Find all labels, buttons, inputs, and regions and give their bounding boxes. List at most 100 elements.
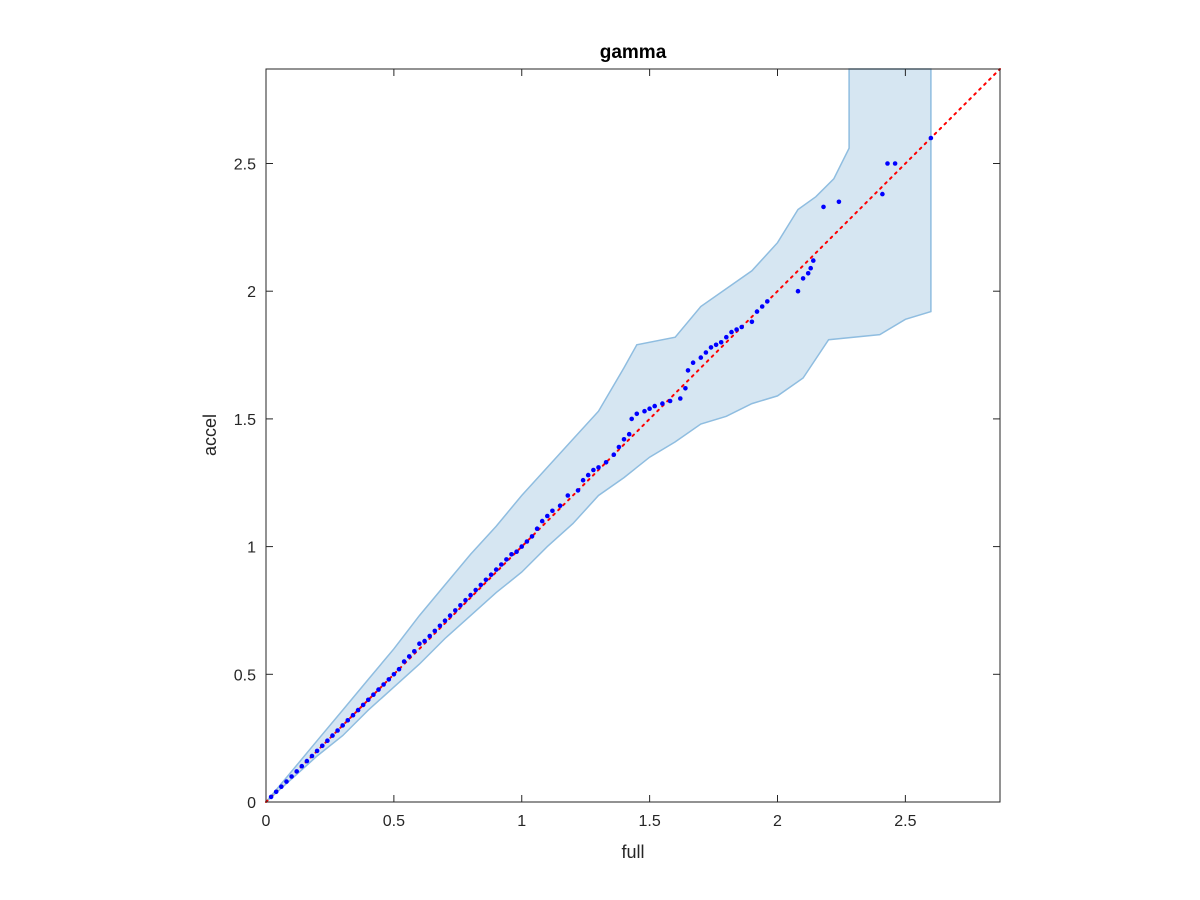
data-point (493, 567, 499, 572)
data-point (795, 288, 801, 294)
data-point (417, 641, 422, 646)
data-point (892, 161, 898, 166)
data-point (698, 355, 704, 360)
data-point (759, 304, 765, 309)
data-point (355, 707, 361, 713)
x-tick-label: 2 (773, 813, 782, 830)
data-point (340, 723, 346, 728)
data-point (534, 526, 540, 531)
data-point (524, 539, 530, 544)
data-point (463, 597, 468, 603)
data-point (765, 299, 770, 304)
data-point (268, 794, 274, 800)
data-point (545, 513, 550, 519)
y-tick-label: 0.5 (234, 667, 256, 684)
data-point (713, 342, 719, 348)
data-point (335, 728, 340, 733)
data-point (634, 411, 640, 417)
data-point (468, 592, 473, 598)
data-point (345, 718, 351, 723)
data-point (529, 534, 535, 539)
x-axis-label: full (621, 842, 644, 862)
y-tick-label: 2.5 (234, 156, 256, 173)
data-point (309, 753, 315, 759)
data-point (458, 603, 463, 608)
x-tick-label: 2.5 (894, 813, 916, 830)
data-point (499, 562, 504, 567)
data-point (483, 577, 489, 583)
y-tick-label: 2 (247, 284, 256, 301)
data-point (381, 682, 386, 687)
data-point (734, 327, 739, 332)
data-point (406, 654, 412, 659)
data-point (591, 467, 596, 473)
data-point (642, 408, 647, 414)
data-point (811, 258, 816, 263)
data-point (453, 608, 458, 613)
data-point (836, 199, 842, 205)
data-point (603, 460, 609, 465)
data-point (314, 748, 320, 754)
data-point (299, 763, 305, 769)
data-point (396, 666, 402, 672)
x-tick-label: 0.5 (383, 813, 405, 830)
y-axis-label: accel (200, 414, 220, 456)
data-point (330, 733, 335, 738)
data-point (575, 488, 581, 493)
data-point (294, 769, 300, 774)
data-point (585, 472, 591, 478)
data-point (473, 587, 479, 593)
data-point (432, 628, 438, 634)
data-point (596, 465, 601, 470)
y-tick-label: 1 (247, 540, 256, 557)
data-point (550, 508, 555, 514)
data-point (509, 552, 514, 557)
x-tick-label: 0 (262, 813, 271, 830)
data-point (660, 401, 665, 406)
data-point (350, 712, 356, 718)
data-point (690, 360, 696, 366)
data-point (376, 687, 381, 692)
data-point (718, 340, 724, 345)
data-point (800, 276, 806, 281)
data-point (366, 697, 371, 703)
data-point (325, 738, 330, 743)
data-point (360, 702, 366, 708)
chart-title: gamma (600, 42, 667, 63)
data-point (805, 271, 811, 276)
confidence-band (265, 68, 932, 803)
data-point (754, 309, 760, 314)
data-point (514, 549, 519, 554)
data-point (478, 582, 484, 588)
data-point (284, 779, 289, 784)
reference-line (265, 68, 1001, 803)
y-tick-label: 0 (247, 795, 256, 812)
data-point (289, 774, 294, 779)
data-point (488, 572, 494, 577)
data-point (647, 406, 652, 412)
data-point (442, 618, 448, 623)
data-point (401, 659, 407, 664)
data-point (580, 477, 586, 483)
data-point (412, 649, 417, 654)
data-point (557, 503, 563, 509)
data-point (683, 386, 688, 391)
data-point (565, 493, 571, 498)
data-points (268, 135, 934, 800)
data-point (739, 324, 744, 330)
data-point (703, 350, 709, 355)
data-point (652, 403, 657, 409)
data-point (427, 633, 433, 639)
data-point (667, 398, 673, 404)
data-point (621, 437, 627, 442)
data-point (626, 431, 632, 437)
data-point (629, 416, 634, 422)
data-point (273, 789, 279, 795)
data-point (539, 518, 545, 524)
data-point (504, 557, 509, 562)
data-point (885, 161, 890, 166)
data-point (685, 368, 691, 373)
data-point (808, 265, 813, 271)
data-point (386, 677, 392, 682)
